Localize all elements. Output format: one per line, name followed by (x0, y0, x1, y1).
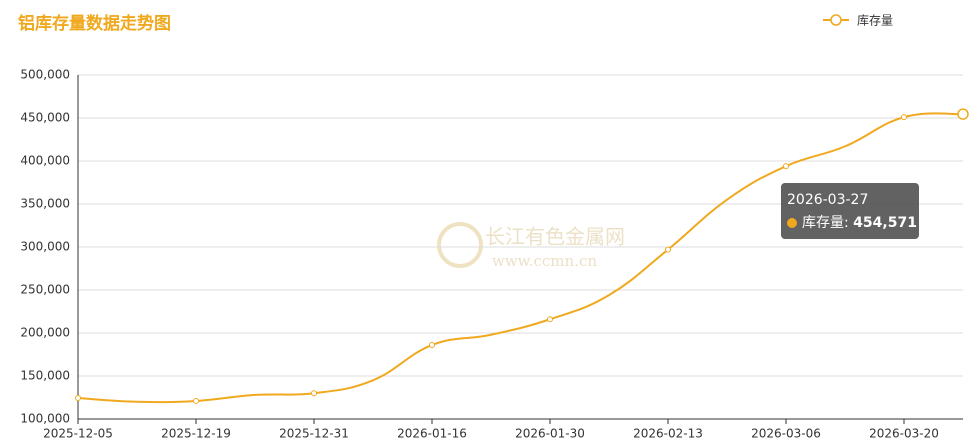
watermark-text: 长江有色金属网 (485, 225, 625, 249)
x-tick-label: 2026-02-13 (633, 427, 703, 441)
x-tick-label: 2025-12-19 (161, 427, 231, 441)
x-tick-label: 2026-03-06 (751, 427, 821, 441)
point (547, 316, 553, 323)
point (75, 395, 81, 402)
point (783, 163, 789, 170)
point (311, 390, 317, 397)
y-tick-label: 250,000 (20, 283, 70, 297)
tooltip-dot (787, 218, 797, 228)
line (77, 112, 964, 404)
tooltip-date: 2026-03-27 (787, 192, 868, 208)
tooltip-series-name: 库存量 (802, 215, 844, 231)
chart-title: 铝库存量数据走势图 (18, 13, 171, 34)
point (957, 108, 969, 120)
point (901, 114, 907, 121)
watermark-url: www.ccmn.cn (492, 252, 597, 270)
legend-marker (830, 14, 842, 26)
x-tick-label: 2025-12-31 (279, 427, 349, 441)
x-tick-label: 2026-01-30 (515, 427, 585, 441)
y-tick-label: 400,000 (20, 154, 70, 168)
x-tick-label: 2026-01-16 (397, 427, 467, 441)
y-tick-label: 300,000 (20, 240, 70, 254)
watermark-logo (437, 222, 483, 268)
watermark: 长江有色金属网 www.ccmn.cn (437, 222, 625, 270)
point (193, 397, 199, 404)
y-tick-label: 450,000 (20, 111, 70, 125)
legend-label: 库存量 (857, 13, 893, 28)
point (429, 342, 435, 349)
tooltip-series: 库存量: 454,571 (802, 215, 917, 231)
y-tick-label: 350,000 (20, 197, 70, 211)
y-tick-label: 100,000 (20, 412, 70, 426)
y-tick-label: 200,000 (20, 326, 70, 340)
tooltip: 2026-03-27 库存量: 454,571 (781, 183, 919, 239)
x-tick-label: 2025-12-05 (43, 427, 113, 441)
tooltip-value: 454,571 (853, 215, 917, 231)
y-tick-label: 150,000 (20, 369, 70, 383)
point (665, 246, 671, 253)
x-tick-label: 2026-03-20 (869, 427, 939, 441)
y-tick-label: 500,000 (20, 68, 70, 82)
tooltip-box (781, 183, 919, 239)
